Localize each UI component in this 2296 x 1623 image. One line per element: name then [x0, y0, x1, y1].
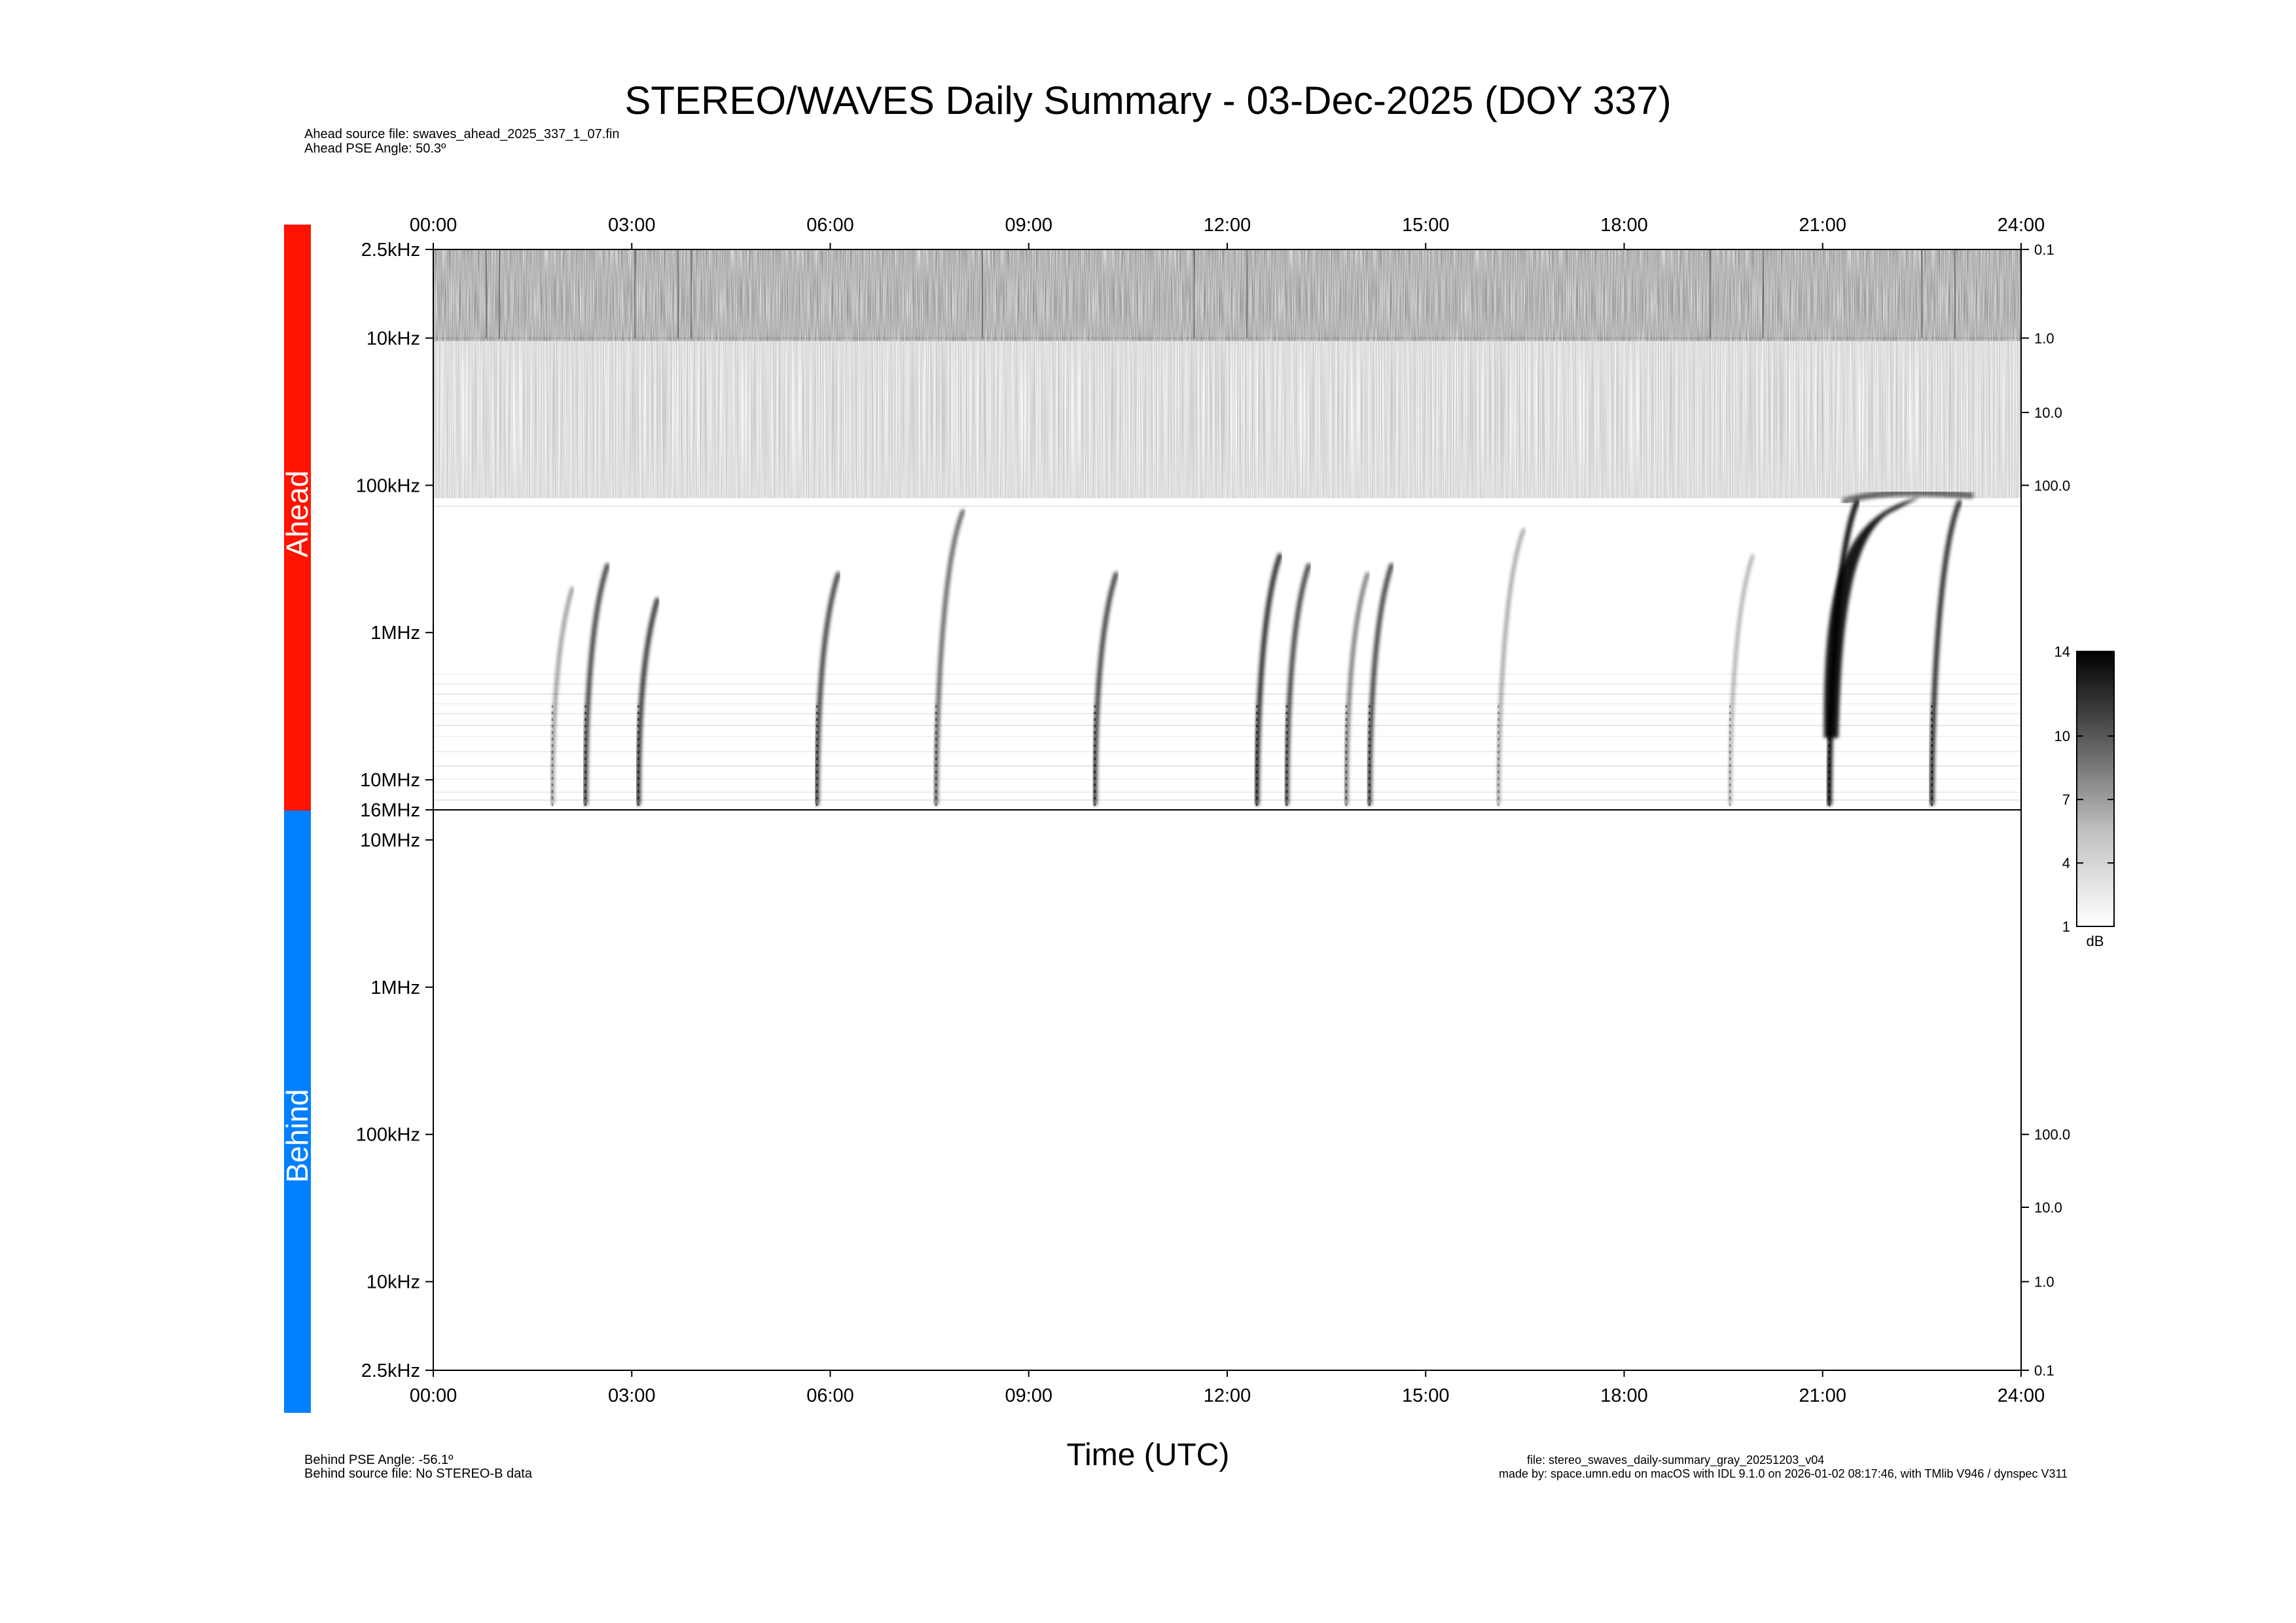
- x-tick-label-top: 09:00: [1005, 215, 1052, 236]
- radio-burst-track: [1367, 563, 1394, 806]
- behind-right-label: 100.0: [2034, 1127, 2070, 1143]
- ahead-freq-label: 100kHz: [356, 475, 420, 496]
- x-tick-label-top: 18:00: [1600, 215, 1648, 236]
- x-tick-label-top: 15:00: [1402, 215, 1450, 236]
- behind-freq-label: 10MHz: [360, 830, 420, 851]
- radio-burst-track: [1344, 572, 1370, 805]
- radio-burst: [583, 563, 610, 810]
- ahead-pse-angle: Ahead PSE Angle: 50.3º: [304, 141, 446, 156]
- x-tick-label-top: 06:00: [806, 215, 854, 236]
- radio-burst-track: [550, 587, 574, 805]
- behind-freq-label: 100kHz: [356, 1125, 420, 1146]
- ahead-freq-label: 1MHz: [370, 623, 420, 644]
- radio-burst-track: [1497, 528, 1526, 805]
- x-tick-label-bottom: 00:00: [410, 1385, 457, 1406]
- radio-burst: [814, 572, 841, 810]
- colorbar-tick-label: 14: [2054, 644, 2070, 660]
- radio-burst-track: [814, 572, 841, 806]
- radio-burst: [1284, 563, 1311, 810]
- x-tick-label-bottom: 06:00: [806, 1385, 854, 1406]
- ahead-freq-label: 2.5kHz: [361, 240, 420, 261]
- radio-burst: [1729, 554, 1755, 810]
- chart-title: STEREO/WAVES Daily Summary - 03-Dec-2025…: [624, 79, 1672, 122]
- x-tick-label-bottom: 24:00: [1998, 1385, 2045, 1406]
- radio-burst: [1092, 572, 1119, 810]
- behind-panel-bar: [284, 811, 311, 1413]
- colorbar-tick-label: 10: [2054, 728, 2070, 744]
- ahead-right-label: 100.0: [2034, 477, 2070, 494]
- radio-burst-track: [1254, 553, 1283, 806]
- radio-burst: [1344, 572, 1370, 810]
- colorbar-tick-label: 1: [2062, 919, 2070, 935]
- radio-burst: [1823, 489, 1974, 810]
- x-tick-label-bottom: 12:00: [1204, 1385, 1251, 1406]
- radio-burst: [934, 509, 965, 810]
- x-tick-label-top: 24:00: [1998, 215, 2045, 236]
- ahead-spectrogram: [433, 249, 2021, 810]
- colorbar-tick-label: 4: [2062, 855, 2070, 871]
- behind-right-label: 1.0: [2034, 1274, 2054, 1290]
- behind-freq-label: 1MHz: [370, 977, 420, 998]
- x-tick-label-bottom: 03:00: [608, 1385, 656, 1406]
- behind-right-label: 0.1: [2034, 1362, 2054, 1379]
- radio-burst-track: [1284, 563, 1311, 806]
- behind-freq-label: 2.5kHz: [361, 1360, 420, 1381]
- radio-burst: [550, 587, 574, 810]
- colorbar-tick-label: 7: [2062, 792, 2070, 808]
- radio-burst-tail: [1841, 489, 1974, 505]
- ahead-source-file: Ahead source file: swaves_ahead_2025_337…: [304, 127, 620, 141]
- ahead-freq-label: 10kHz: [367, 328, 420, 349]
- radio-burst-track: [934, 509, 965, 805]
- ahead-panel-bar: [284, 225, 311, 811]
- x-tick-label-bottom: 09:00: [1005, 1385, 1052, 1406]
- ahead-right-label: 0.1: [2034, 242, 2054, 258]
- behind-pse-angle: Behind PSE Angle: -56.1º: [304, 1453, 454, 1467]
- x-tick-label-top: 12:00: [1204, 215, 1251, 236]
- colorbar: [2076, 651, 2115, 927]
- footer-file: file: stereo_swaves_daily-summary_gray_2…: [1527, 1453, 1825, 1467]
- radio-burst-track: [1729, 554, 1755, 805]
- radio-burst: [1367, 563, 1394, 810]
- x-tick-label-top: 00:00: [410, 215, 457, 236]
- x-tick-label-bottom: 21:00: [1799, 1385, 1846, 1406]
- radio-burst: [1929, 500, 1962, 810]
- behind-source-file: Behind source file: No STEREO-B data: [304, 1467, 532, 1481]
- ahead-freq-label: 10MHz: [360, 770, 420, 791]
- x-axis-title: Time (UTC): [1066, 1438, 1230, 1472]
- radio-burst: [636, 597, 660, 810]
- radio-burst-track: [1929, 500, 1962, 806]
- behind-frame: [433, 809, 2022, 1371]
- x-tick-label-top: 21:00: [1799, 215, 1846, 236]
- ahead-right-label: 1.0: [2034, 330, 2054, 346]
- footer-made-by: made by: space.umn.edu on macOS with IDL…: [1499, 1467, 2068, 1480]
- x-tick-label-top: 03:00: [608, 215, 656, 236]
- radio-burst-track: [1092, 572, 1119, 806]
- behind-right-label: 10.0: [2034, 1199, 2062, 1216]
- colorbar-unit-label: dB: [2087, 933, 2104, 949]
- ahead-right-label: 10.0: [2034, 405, 2062, 421]
- radio-burst-track: [636, 597, 660, 806]
- x-tick-label-bottom: 15:00: [1402, 1385, 1450, 1406]
- ahead-freq-label: 16MHz: [360, 800, 420, 821]
- radio-burst-core: [1823, 496, 1921, 738]
- radio-burst: [1497, 528, 1526, 810]
- behind-freq-label: 10kHz: [367, 1272, 420, 1293]
- radio-burst-track: [583, 563, 610, 806]
- radio-burst: [1254, 553, 1283, 810]
- x-tick-label-bottom: 18:00: [1600, 1385, 1648, 1406]
